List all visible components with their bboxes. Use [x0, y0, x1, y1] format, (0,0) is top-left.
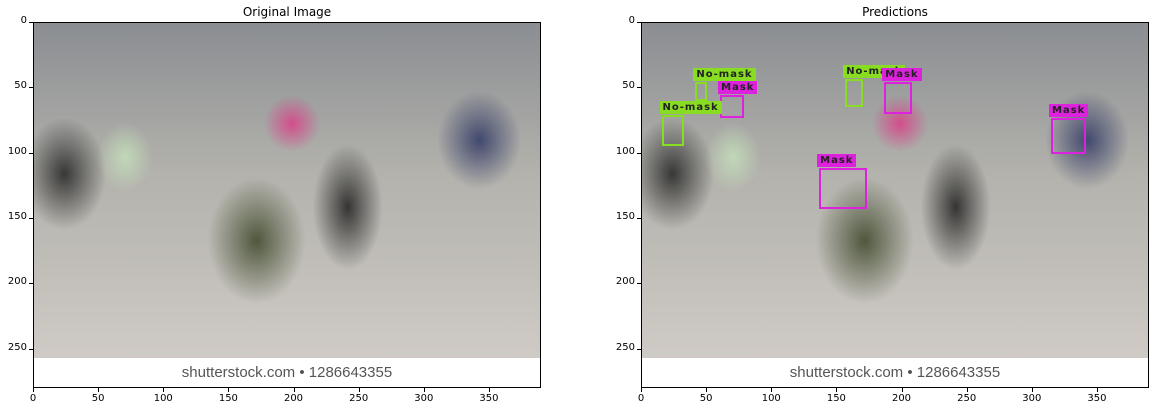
street-crowd-photo	[34, 23, 540, 358]
original-image-axes: shutterstock.com • 1286643355	[33, 22, 541, 388]
x-tick-mark	[966, 388, 968, 392]
y-tick-label: 0	[628, 15, 635, 26]
y-tick-label: 50	[622, 80, 635, 92]
y-tick-mark	[637, 348, 641, 350]
y-tick-mark	[29, 22, 33, 23]
detection-label: No-mask	[693, 67, 756, 81]
x-tick-label: 150	[826, 393, 846, 404]
y-tick-label: 250	[615, 341, 635, 353]
x-tick-label: 0	[29, 393, 37, 404]
x-tick-label: 350	[479, 393, 499, 404]
x-tick-mark	[706, 388, 708, 392]
y-tick-label: 100	[615, 145, 635, 157]
x-tick-mark	[98, 388, 100, 392]
y-tick-label: 0	[20, 15, 27, 26]
y-tick-mark	[29, 218, 33, 220]
y-tick-label: 150	[615, 211, 635, 223]
watermark-band	[642, 358, 1148, 387]
x-tick-label: 250	[957, 393, 977, 404]
detection-box-mask	[1051, 118, 1087, 154]
y-tick-label: 100	[7, 145, 27, 157]
y-tick-mark	[637, 152, 641, 154]
x-tick-mark	[1096, 388, 1098, 392]
y-tick-label: 250	[7, 341, 27, 353]
watermark-text: shutterstock.com • 1286643355	[789, 364, 1001, 381]
x-tick-mark	[641, 388, 642, 392]
x-tick-label: 100	[153, 393, 173, 404]
x-tick-mark	[163, 388, 165, 392]
detection-label: No-mask	[659, 100, 722, 114]
y-tick-mark	[29, 348, 33, 350]
detection-label: Mask	[1049, 104, 1089, 118]
original-title: Original Image	[242, 5, 332, 19]
x-tick-mark	[901, 388, 903, 392]
predictions-title: Predictions	[862, 5, 928, 19]
y-tick-mark	[29, 152, 33, 154]
x-tick-label: 350	[1087, 393, 1107, 404]
predictions-axes: shutterstock.com • 1286643355 No-mask Mas…	[641, 22, 1149, 388]
y-tick-mark	[637, 22, 641, 23]
x-tick-label: 100	[761, 393, 781, 404]
detection-label: Mask	[882, 67, 922, 81]
x-tick-label: 50	[91, 393, 105, 404]
x-tick-label: 300	[1022, 393, 1042, 404]
y-tick-label: 200	[7, 276, 27, 288]
x-tick-mark	[293, 388, 295, 392]
x-tick-mark	[358, 388, 360, 392]
y-tick-label: 200	[615, 276, 635, 288]
x-tick-label: 50	[699, 393, 713, 404]
x-tick-label: 250	[349, 393, 369, 404]
x-tick-mark	[771, 388, 773, 392]
y-tick-mark	[637, 87, 641, 89]
detection-label: Mask	[718, 80, 758, 94]
x-tick-mark	[423, 388, 425, 392]
detection-box-mask	[720, 94, 744, 119]
detection-box-mask	[819, 168, 868, 209]
watermark-band	[34, 358, 540, 387]
y-tick-label: 150	[7, 211, 27, 223]
detection-box-no-mask	[695, 81, 708, 102]
x-tick-mark	[1031, 388, 1033, 392]
x-tick-mark	[836, 388, 838, 392]
x-tick-mark	[33, 388, 34, 392]
y-tick-mark	[29, 283, 33, 285]
y-tick-mark	[637, 283, 641, 285]
detection-box-no-mask	[845, 79, 864, 107]
x-tick-mark	[228, 388, 230, 392]
x-tick-label: 200	[891, 393, 912, 404]
x-tick-label: 200	[283, 393, 304, 404]
x-tick-label: 150	[218, 393, 238, 404]
watermark-text: shutterstock.com • 1286643355	[181, 364, 393, 381]
y-tick-mark	[29, 87, 33, 89]
x-tick-mark	[488, 388, 490, 392]
x-tick-label: 0	[637, 393, 645, 404]
detection-box-no-mask	[661, 114, 684, 146]
detection-box-mask	[884, 81, 912, 115]
x-tick-label: 300	[414, 393, 434, 404]
detection-label: Mask	[817, 154, 857, 168]
y-tick-mark	[637, 218, 641, 220]
y-tick-label: 50	[14, 80, 27, 92]
